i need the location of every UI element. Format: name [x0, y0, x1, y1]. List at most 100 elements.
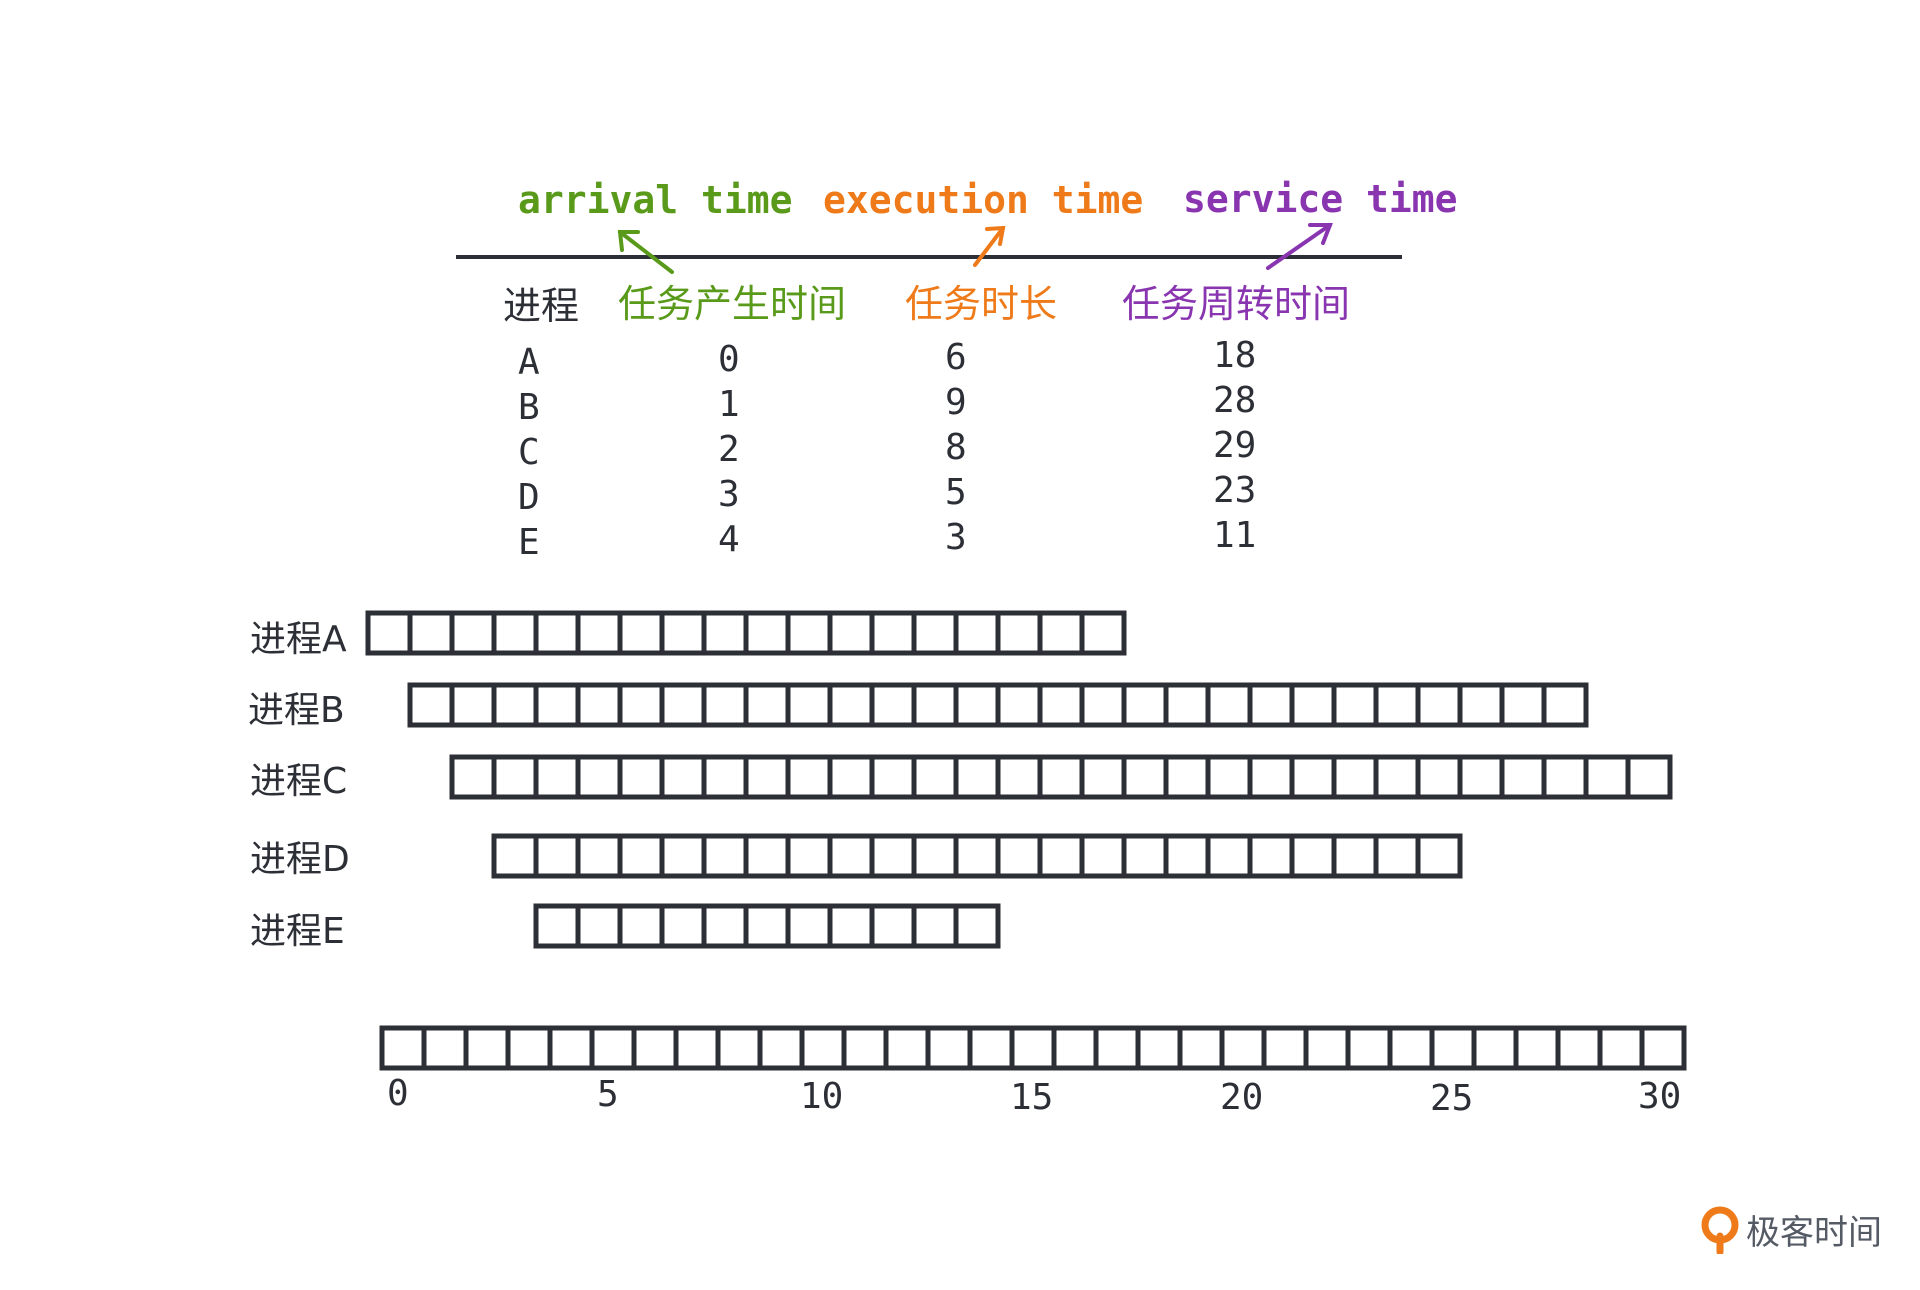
- timeline-slot-box: [1597, 1025, 1645, 1071]
- timeline-slot-box: [841, 1025, 889, 1071]
- time-slot-box: [1289, 754, 1337, 800]
- process-rows: [365, 610, 1673, 949]
- time-slot-box: [1289, 833, 1337, 879]
- process-label-c: 进程C: [250, 761, 348, 802]
- table-cell: 18: [1213, 335, 1257, 376]
- time-slot-box: [575, 610, 623, 656]
- time-slot-box: [617, 754, 665, 800]
- table-cell: 4: [718, 519, 740, 560]
- timeline-slot-box: [925, 1025, 973, 1071]
- execution-time-term: execution time: [823, 178, 1144, 222]
- table-cell: 2: [718, 429, 740, 470]
- time-slot-box: [869, 833, 917, 879]
- timeline-slot-box: [1555, 1025, 1603, 1071]
- process-row-c: [449, 754, 1673, 800]
- time-slot-box: [953, 610, 1001, 656]
- arrival-time-term: arrival time: [518, 178, 793, 222]
- timeline-slot-box: [547, 1025, 595, 1071]
- tick-label-20: 20: [1220, 1077, 1264, 1118]
- time-slot-box: [1121, 833, 1169, 879]
- logo-text: 极客时间: [1746, 1213, 1882, 1253]
- time-slot-box: [911, 610, 959, 656]
- process-row-e: [533, 903, 1001, 949]
- geektime-logo: 极客时间: [1700, 1205, 1882, 1254]
- timeline-slot-box: [1093, 1025, 1141, 1071]
- time-slot-box: [1121, 754, 1169, 800]
- table-cell: 8: [945, 427, 967, 468]
- time-slot-box: [1205, 682, 1253, 728]
- time-slot-box: [1331, 754, 1379, 800]
- tick-label-0: 0: [387, 1073, 409, 1114]
- execution-column-header: 任务时长: [905, 282, 1058, 326]
- time-slot-box: [659, 682, 707, 728]
- timeline-slot-box: [379, 1025, 427, 1071]
- timeline-slot-box: [967, 1025, 1015, 1071]
- time-slot-box: [827, 754, 875, 800]
- process-label-e: 进程E: [250, 911, 345, 952]
- table-cell: C: [518, 432, 540, 473]
- timeline-slot-box: [883, 1025, 931, 1071]
- time-slot-box: [575, 682, 623, 728]
- time-slot-box: [575, 903, 623, 949]
- timeline-slot-box: [1051, 1025, 1099, 1071]
- time-slot-box: [1499, 754, 1547, 800]
- time-slot-box: [1247, 754, 1295, 800]
- time-slot-box: [1037, 754, 1085, 800]
- execution-value-column: 6 9 8 5 3: [945, 335, 967, 560]
- time-slot-box: [617, 903, 665, 949]
- timeline-slot-box: [673, 1025, 721, 1071]
- timeline-slot-box: [757, 1025, 805, 1071]
- time-slot-box: [533, 903, 581, 949]
- time-slot-box: [995, 754, 1043, 800]
- time-slot-box: [701, 754, 749, 800]
- time-slot-box: [911, 682, 959, 728]
- process-label-d: 进程D: [250, 839, 350, 880]
- table-cell: 5: [945, 472, 967, 513]
- time-slot-box: [1457, 754, 1505, 800]
- tick-label-30: 30: [1638, 1076, 1682, 1117]
- table-cell: 0: [718, 339, 740, 380]
- time-slot-box: [1163, 754, 1211, 800]
- time-slot-box: [449, 682, 497, 728]
- arrival-arrow: [617, 230, 674, 274]
- table-cell: 9: [945, 382, 967, 423]
- time-slot-box: [785, 682, 833, 728]
- process-row-a: [365, 610, 1127, 656]
- time-slot-box: [827, 610, 875, 656]
- time-slot-box: [953, 682, 1001, 728]
- time-slot-box: [1499, 682, 1547, 728]
- time-slot-box: [701, 610, 749, 656]
- time-slot-box: [743, 754, 791, 800]
- table-cell: D: [518, 477, 540, 518]
- time-slot-box: [659, 610, 707, 656]
- time-slot-box: [785, 833, 833, 879]
- time-slot-box: [1247, 682, 1295, 728]
- service-arrow: [1266, 223, 1333, 270]
- arrival-column-header: 任务产生时间: [618, 282, 847, 326]
- timeline-slot-box: [1135, 1025, 1183, 1071]
- time-slot-box: [1541, 754, 1589, 800]
- time-slot-box: [953, 833, 1001, 879]
- tick-label-10: 10: [800, 1076, 844, 1117]
- timeline-slot-box: [1009, 1025, 1057, 1071]
- time-slot-box: [1541, 682, 1589, 728]
- timeline-row: [379, 1025, 1687, 1071]
- timeline-slot-box: [1219, 1025, 1267, 1071]
- timeline-slot-box: [1639, 1025, 1687, 1071]
- timeline-slot-box: [1429, 1025, 1477, 1071]
- tick-label-5: 5: [597, 1074, 619, 1115]
- table-cell: 3: [718, 474, 740, 515]
- time-slot-box: [365, 610, 413, 656]
- time-slot-box: [533, 754, 581, 800]
- timeline-slot-box: [463, 1025, 511, 1071]
- process-column-header: 进程: [503, 284, 580, 328]
- time-slot-box: [701, 833, 749, 879]
- time-slot-box: [491, 610, 539, 656]
- time-slot-box: [617, 682, 665, 728]
- time-slot-box: [1373, 754, 1421, 800]
- time-slot-box: [1289, 682, 1337, 728]
- time-slot-box: [911, 903, 959, 949]
- time-slot-box: [1457, 682, 1505, 728]
- time-slot-box: [785, 754, 833, 800]
- tick-label-25: 25: [1430, 1078, 1474, 1119]
